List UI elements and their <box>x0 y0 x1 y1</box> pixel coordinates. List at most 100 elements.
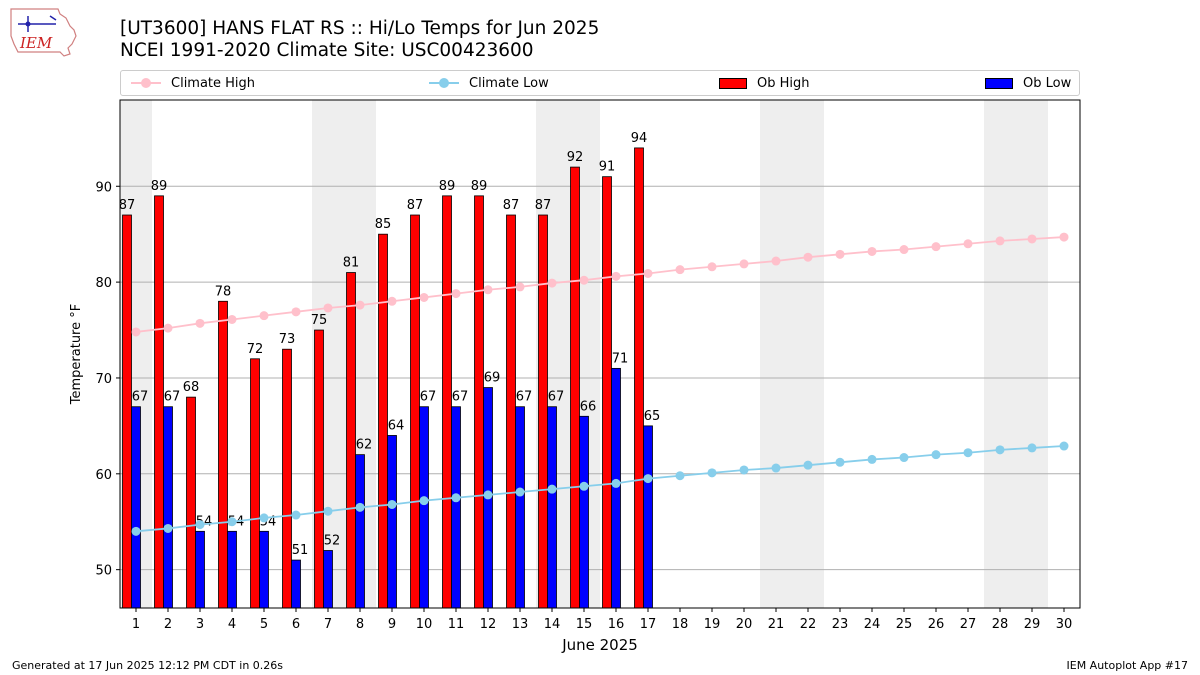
ob-high-label: 94 <box>631 131 648 146</box>
ob-high-bar <box>570 166 580 609</box>
app-label: IEM Autoplot App #17 <box>1066 659 1189 672</box>
ob-high-bar <box>634 147 644 609</box>
ob-high-bar <box>282 348 292 609</box>
legend-ob-low-label: Ob Low <box>1023 75 1072 91</box>
climate-low-point <box>835 457 845 467</box>
weekend-shade <box>792 100 824 608</box>
climate-low-point <box>387 499 397 509</box>
chart-title: [UT3600] HANS FLAT RS :: Hi/Lo Temps for… <box>120 18 600 39</box>
climate-low-point <box>675 471 685 481</box>
y-tick-label: 50 <box>95 564 112 579</box>
climate-high-point <box>579 275 589 285</box>
climate-low-point <box>771 463 781 473</box>
logo-text: IEM <box>19 34 53 52</box>
climate-high-point <box>995 236 1005 246</box>
climate-low-point <box>163 523 173 533</box>
x-tick-label: 26 <box>928 617 945 632</box>
climate-high-point <box>387 296 397 306</box>
legend-climate-low-swatch <box>429 78 459 88</box>
x-tick-label: 17 <box>640 617 657 632</box>
climate-low-point <box>131 526 141 536</box>
ob-low-label: 67 <box>452 390 469 405</box>
x-tick-label: 30 <box>1056 617 1073 632</box>
climate-high-point <box>675 265 685 275</box>
ob-high-bar <box>314 329 324 609</box>
climate-high-line <box>135 236 1065 333</box>
ob-low-bar <box>259 530 269 609</box>
y-tick-label: 80 <box>95 276 112 291</box>
ob-high-label: 89 <box>151 179 168 194</box>
ob-low-bar <box>227 530 237 609</box>
x-tick-label: 5 <box>260 617 268 632</box>
legend-climate-high-label: Climate High <box>171 75 256 91</box>
x-tick-label: 13 <box>512 617 529 632</box>
ob-high-label: 89 <box>471 179 488 194</box>
ob-low-bar <box>451 406 461 609</box>
x-tick-label: 24 <box>864 617 881 632</box>
weekend-shade <box>1016 100 1048 608</box>
ob-high-label: 78 <box>215 284 232 299</box>
ob-low-label: 67 <box>420 390 437 405</box>
x-tick-label: 14 <box>544 617 561 632</box>
x-tick-label: 10 <box>416 617 433 632</box>
legend-ob-high-label: Ob High <box>757 75 810 91</box>
x-tick-label: 22 <box>800 617 817 632</box>
ob-high-bar <box>250 358 260 609</box>
x-tick-label: 12 <box>480 617 497 632</box>
ob-low-bar <box>195 530 205 609</box>
climate-high-point <box>451 289 461 299</box>
legend: Climate High Climate Low Ob High Ob Low <box>120 70 1080 96</box>
climate-low-point <box>483 490 493 500</box>
ob-high-bar <box>442 195 452 609</box>
ob-high-bar <box>474 195 484 609</box>
ob-low-bar <box>131 406 141 609</box>
climate-low-point <box>579 481 589 491</box>
ob-high-label: 75 <box>311 313 328 328</box>
climate-high-point <box>355 300 365 310</box>
climate-high-point <box>515 282 525 292</box>
ob-low-label: 67 <box>132 390 149 405</box>
ob-low-label: 52 <box>324 533 341 548</box>
ob-low-bar <box>579 415 589 609</box>
climate-low-point <box>803 460 813 470</box>
y-tick-label: 70 <box>95 372 112 387</box>
x-tick-label: 4 <box>228 617 236 632</box>
legend-item-ob-low: Ob Low <box>985 71 1071 95</box>
ob-high-bar <box>410 214 420 609</box>
ob-low-label: 66 <box>580 399 597 414</box>
x-tick-label: 1 <box>132 617 140 632</box>
climate-high-point <box>131 327 141 337</box>
x-tick-label: 18 <box>672 617 689 632</box>
climate-low-point <box>899 453 909 463</box>
climate-high-point <box>835 249 845 259</box>
x-tick-label: 19 <box>704 617 721 632</box>
ob-high-bar <box>186 396 196 609</box>
ob-low-bar <box>291 559 301 609</box>
ob-low-bar <box>387 435 397 609</box>
climate-high-point <box>803 252 813 262</box>
ob-low-bar <box>547 406 557 609</box>
climate-high-point <box>259 311 269 321</box>
ob-low-label: 67 <box>516 390 533 405</box>
ob-high-bar <box>506 214 516 609</box>
climate-high-point <box>707 262 717 272</box>
x-tick-label: 11 <box>448 617 465 632</box>
ob-high-label: 72 <box>247 342 264 357</box>
climate-low-point <box>1059 441 1069 451</box>
ob-low-label: 67 <box>548 390 565 405</box>
iem-logo: IEM <box>10 8 77 57</box>
y-tick-label: 90 <box>95 180 112 195</box>
x-tick-label: 29 <box>1024 617 1041 632</box>
legend-ob-high-swatch <box>719 77 747 89</box>
x-tick-label: 2 <box>164 617 172 632</box>
x-tick-label: 7 <box>324 617 332 632</box>
ob-high-label: 87 <box>119 198 136 213</box>
y-axis-label: Temperature °F <box>69 304 84 405</box>
climate-low-point <box>195 520 205 530</box>
x-tick-label: 23 <box>832 617 849 632</box>
climate-low-point <box>643 474 653 484</box>
ob-high-label: 87 <box>407 198 424 213</box>
x-tick-label: 27 <box>960 617 977 632</box>
climate-low-point <box>547 484 557 494</box>
climate-low-point <box>323 506 333 516</box>
